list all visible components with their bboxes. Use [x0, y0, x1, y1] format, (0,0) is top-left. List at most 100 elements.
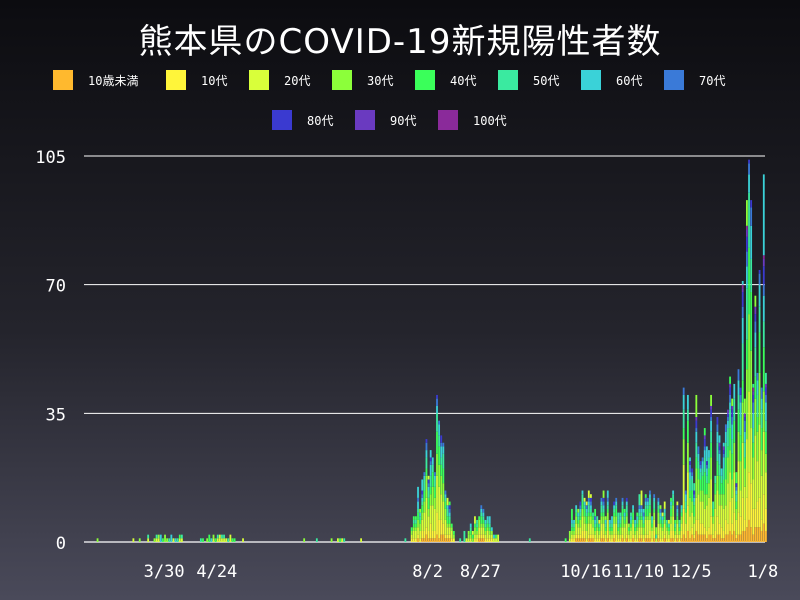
bar-segment	[668, 519, 670, 524]
bar-segment	[446, 497, 449, 506]
bar-segment	[724, 442, 727, 458]
bar-segment	[649, 497, 651, 506]
bar-segment	[632, 512, 634, 520]
bar-segment	[442, 468, 445, 484]
bar-segment	[632, 519, 634, 524]
bar-segment	[585, 512, 588, 517]
bar-segment	[754, 435, 757, 509]
bar-segment	[227, 538, 230, 542]
daily-bar	[419, 508, 422, 542]
bar-segment	[733, 398, 736, 421]
bar-segment	[575, 516, 578, 524]
daily-bar	[714, 475, 717, 542]
bar-segment	[710, 420, 712, 432]
daily-bar	[159, 534, 162, 542]
bar-segment	[634, 538, 637, 542]
bar-segment	[638, 527, 641, 535]
bar-segment	[423, 475, 426, 480]
bar-segment	[705, 475, 708, 484]
bar-segment	[708, 468, 710, 484]
bar-segment	[718, 453, 721, 465]
bar-segment	[404, 538, 407, 542]
bar-segment	[695, 428, 698, 432]
bar-segment	[640, 512, 643, 517]
bar-segment	[632, 523, 634, 535]
bar-segment	[684, 508, 687, 513]
bar-segment	[484, 523, 487, 528]
bar-segment	[442, 523, 445, 535]
daily-bar	[611, 516, 613, 542]
bar-segment	[674, 523, 677, 528]
bar-segment	[495, 538, 497, 542]
bar-segment	[615, 508, 618, 517]
bar-segment	[714, 538, 717, 542]
bar-segment	[741, 402, 744, 443]
bar-segment	[575, 523, 578, 535]
bar-segment	[493, 534, 495, 539]
bar-segment	[611, 530, 613, 535]
bar-segment	[708, 497, 710, 528]
bar-segment	[613, 508, 616, 513]
bar-segment	[748, 159, 750, 164]
bar-segment	[758, 269, 761, 274]
bar-segment	[642, 538, 645, 542]
bar-segment	[668, 538, 670, 542]
bar-segment	[649, 512, 651, 520]
bar-segment	[210, 538, 213, 542]
bar-segment	[423, 512, 426, 531]
bar-segment	[438, 464, 441, 487]
bar-segment	[746, 251, 748, 267]
bar-segment	[433, 508, 436, 531]
daily-bar	[164, 534, 166, 542]
daily-bar	[684, 490, 687, 542]
bar-segment	[670, 497, 672, 502]
bar-segment	[602, 523, 605, 535]
bar-segment	[735, 519, 738, 535]
bar-segment	[412, 527, 415, 531]
bar-segment	[724, 457, 727, 480]
bar-segment	[221, 538, 223, 542]
bar-segment	[750, 207, 753, 226]
bar-segment	[623, 527, 626, 539]
bar-segment	[474, 538, 476, 542]
bar-segment	[733, 512, 736, 531]
bar-segment	[701, 461, 704, 469]
bar-segment	[482, 534, 485, 539]
bar-segment	[412, 519, 415, 524]
daily-bar	[440, 435, 443, 542]
daily-bar	[697, 446, 700, 542]
bar-segment	[678, 527, 681, 531]
bar-segment	[705, 446, 708, 462]
bar-segment	[446, 527, 449, 535]
bar-segment	[762, 347, 765, 392]
bar-segment	[474, 523, 476, 528]
bar-segment	[682, 394, 685, 410]
bar-segment	[474, 534, 476, 539]
bar-segment	[640, 534, 643, 539]
bar-segment	[655, 538, 658, 542]
bar-segment	[587, 534, 590, 539]
bar-segment	[625, 534, 628, 539]
bar-segment	[750, 200, 753, 208]
bar-segment	[627, 530, 630, 535]
daily-bar	[172, 538, 175, 542]
bar-segment	[410, 538, 413, 542]
daily-bar	[471, 530, 474, 542]
bar-segment	[431, 486, 434, 506]
bar-segment	[661, 519, 664, 524]
bar-segment	[762, 174, 765, 256]
bar-segment	[206, 538, 209, 542]
bar-segment	[638, 494, 641, 506]
daily-bar	[452, 530, 455, 542]
daily-bar	[174, 538, 177, 542]
bar-segment	[421, 505, 424, 513]
bar-segment	[737, 534, 740, 542]
bar-segment	[425, 450, 428, 458]
bar-segment	[743, 457, 746, 469]
bar-segment	[646, 501, 649, 506]
bar-segment	[478, 534, 481, 539]
bar-segment	[746, 236, 748, 252]
bar-segment	[640, 505, 643, 509]
bar-segment	[701, 490, 704, 502]
bar-segment	[727, 457, 729, 484]
